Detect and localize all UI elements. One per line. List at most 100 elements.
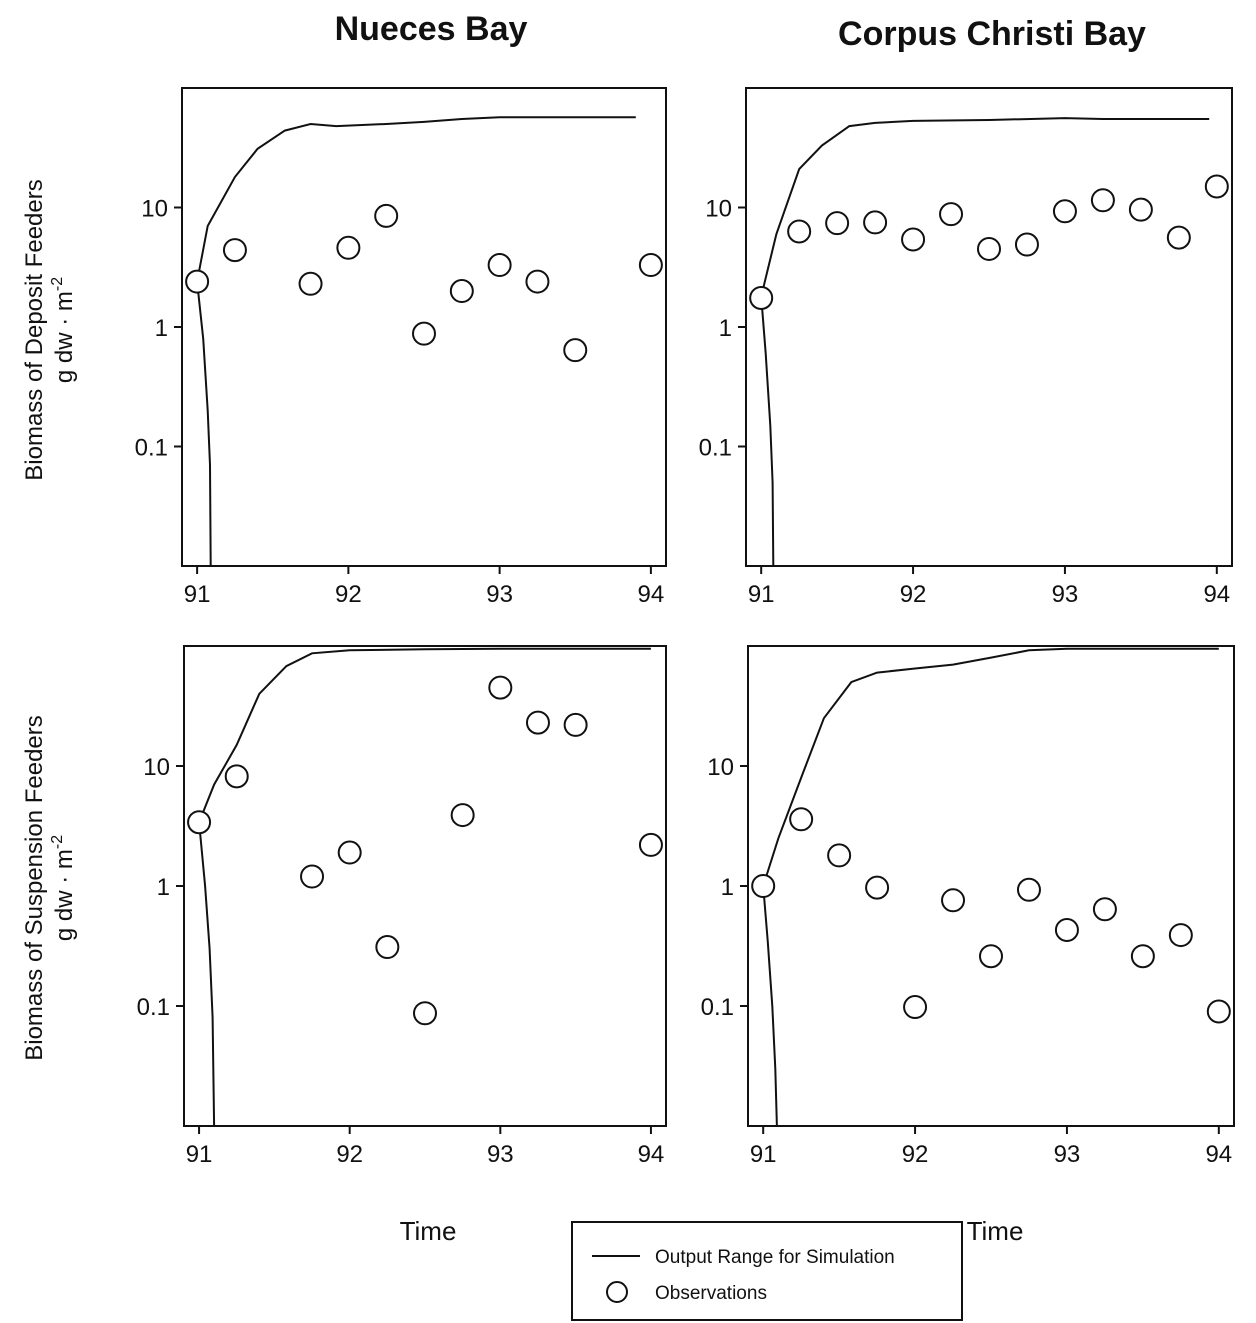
simulation-line-upper: [196, 116, 636, 282]
observation-point: [1166, 225, 1191, 250]
observation-point: [865, 875, 890, 900]
column-title-nueces-bay: Nueces Bay: [335, 10, 528, 48]
observation-point: [1052, 199, 1077, 224]
observation-point: [375, 935, 400, 960]
y-tick-label: 10: [143, 754, 170, 781]
y-tick-label: 0.1: [135, 435, 168, 462]
observation-point: [1130, 944, 1155, 969]
y-tick-label: 1: [157, 874, 170, 901]
observation-point: [1204, 174, 1229, 199]
observation-point: [825, 211, 850, 236]
x-tick-label: 91: [748, 581, 775, 608]
observation-point: [413, 1001, 437, 1026]
x-tick-label: 94: [1205, 1141, 1232, 1168]
xlabel-corpus-christi-bay: Time: [967, 1216, 1024, 1246]
y-tick-label: 1: [721, 874, 734, 901]
simulation-line-lower: [196, 281, 212, 567]
panel-1: 91 92 93 94 10 1 0.1: [135, 87, 667, 608]
observation-point: [337, 840, 362, 865]
panel-3: 91 92 93 94 10 1 0.1: [137, 645, 667, 1168]
observation-point: [185, 269, 210, 294]
observation-point: [827, 843, 852, 868]
x-tick-label: 94: [638, 1141, 665, 1168]
y-tick-label: 1: [719, 315, 732, 342]
observation-point: [1016, 877, 1041, 902]
observation-point: [903, 995, 928, 1020]
observation-point: [863, 210, 888, 235]
simulation-line-lower: [762, 885, 778, 1127]
panel-4: 91 92 93 94 10 1 0.1: [701, 645, 1235, 1168]
legend-marker-swatch: [606, 1281, 628, 1303]
y-tick-label: 0.1: [699, 435, 732, 462]
plot-frame: [745, 87, 1233, 567]
x-tick-label: 93: [487, 1141, 514, 1168]
observation-point: [298, 271, 323, 296]
observation-point: [1054, 917, 1079, 942]
observation-point: [222, 238, 247, 263]
simulation-line-lower: [760, 296, 775, 567]
x-tick-label: 93: [1054, 1141, 1081, 1168]
observation-point: [449, 279, 474, 304]
observation-point: [412, 321, 436, 346]
y-tick-label: 10: [705, 196, 732, 223]
observation-point: [563, 338, 588, 363]
observation-point: [300, 864, 325, 889]
xlabel-nueces-bay: Time: [400, 1216, 457, 1246]
observation-point: [638, 832, 663, 857]
observation-point: [336, 235, 361, 260]
observation-point: [374, 203, 399, 228]
x-tick-label: 91: [750, 1141, 777, 1168]
observation-point: [941, 888, 966, 913]
legend: Output Range for Simulation Observations: [571, 1221, 963, 1321]
y-tick-label: 0.1: [701, 994, 734, 1021]
observation-point: [187, 810, 212, 835]
x-tick-label: 92: [335, 581, 362, 608]
observation-point: [1128, 197, 1153, 222]
y-tick-label: 1: [155, 315, 168, 342]
observation-point: [488, 675, 513, 700]
observation-point: [749, 285, 774, 310]
observation-point: [1206, 999, 1231, 1024]
y-tick-label: 0.1: [137, 994, 170, 1021]
x-tick-label: 92: [336, 1141, 363, 1168]
observation-point: [751, 874, 776, 898]
ylabel-deposit-feeders-line1: Biomass of Deposit Feeders: [21, 179, 48, 480]
observation-point: [563, 712, 588, 737]
observation-point: [1014, 232, 1039, 257]
x-tick-label: 91: [184, 581, 211, 608]
observation-point: [525, 710, 550, 735]
x-tick-label: 93: [1052, 581, 1079, 608]
column-title-corpus-christi-bay: Corpus Christi Bay: [838, 15, 1146, 53]
ylabel-deposit-feeders-units: g dw · m-2: [49, 277, 78, 383]
simulation-line-upper: [762, 647, 1219, 887]
observation-point: [977, 236, 1001, 261]
x-tick-label: 92: [900, 581, 927, 608]
legend-line-label: Output Range for Simulation: [655, 1247, 895, 1268]
observation-point: [1090, 188, 1115, 213]
y-tick-label: 10: [141, 196, 168, 223]
observation-point: [487, 253, 512, 278]
simulation-line-upper: [198, 647, 651, 823]
x-tick-label: 94: [1203, 581, 1230, 608]
y-tick-label: 10: [707, 754, 734, 781]
observation-point: [979, 944, 1003, 969]
observation-point: [939, 202, 964, 227]
observation-point: [1092, 897, 1117, 922]
ylabel-suspension-feeders-line1: Biomass of Suspension Feeders: [21, 715, 48, 1061]
observation-point: [901, 227, 926, 252]
x-tick-label: 94: [638, 581, 665, 608]
legend-marker-label: Observations: [655, 1283, 767, 1304]
plot-frame: [183, 645, 667, 1127]
observation-point: [224, 764, 249, 789]
plot-frame: [747, 645, 1235, 1127]
x-tick-label: 92: [902, 1141, 929, 1168]
observation-point: [789, 807, 814, 832]
observation-point: [450, 803, 475, 828]
simulation-line-lower: [198, 822, 216, 1127]
x-tick-label: 93: [486, 581, 513, 608]
simulation-line-upper: [760, 117, 1210, 297]
ylabel-suspension-feeders-units: g dw · m-2: [49, 835, 78, 941]
x-tick-label: 91: [186, 1141, 213, 1168]
